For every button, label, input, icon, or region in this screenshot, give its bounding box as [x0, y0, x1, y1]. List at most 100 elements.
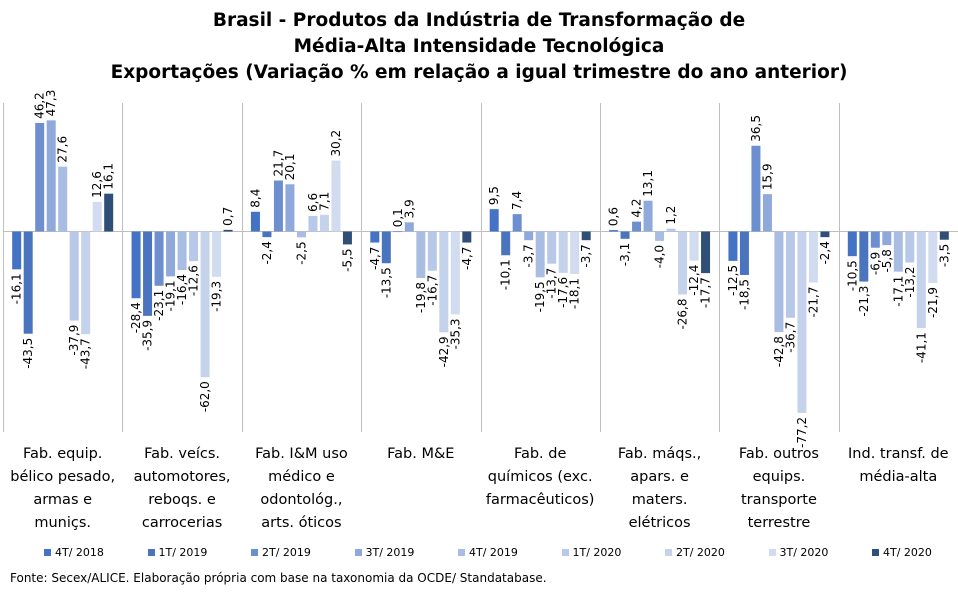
data-label: -12,4	[687, 265, 701, 296]
legend-item: 4T/ 2020	[872, 543, 932, 561]
data-label: -41,1	[914, 332, 928, 363]
bar	[370, 231, 380, 243]
data-label: 46,2	[33, 92, 47, 119]
bar	[620, 231, 630, 239]
bar	[81, 231, 91, 335]
bar	[609, 230, 619, 232]
bar	[189, 231, 199, 262]
data-label: 36,5	[749, 115, 763, 142]
data-label: -19,5	[533, 281, 547, 312]
data-label: 20,1	[283, 154, 297, 181]
data-label: -2,4	[818, 241, 832, 264]
data-label: -16,7	[425, 275, 439, 306]
data-label: -2,4	[260, 241, 274, 264]
data-label: -18,1	[568, 278, 582, 309]
category-label: químicos (exc.	[488, 469, 593, 485]
legend-item: 4T/ 2019	[458, 543, 518, 561]
bar	[689, 231, 699, 261]
category-label: muniçs.	[34, 515, 91, 531]
data-label: -12,6	[187, 265, 201, 296]
category-label: apars. e	[630, 469, 689, 485]
bar	[404, 222, 414, 232]
category-label: elétricos	[629, 515, 691, 531]
bar	[820, 231, 830, 238]
data-label: -21,3	[857, 286, 871, 317]
data-label: -3,1	[618, 243, 632, 266]
legend-label: 4T/ 2018	[55, 545, 104, 559]
data-label: -26,8	[676, 298, 690, 329]
data-label: 0,1	[391, 208, 405, 227]
bar	[489, 209, 499, 232]
data-label: -17,6	[556, 277, 570, 308]
data-label: -4,0	[653, 245, 667, 268]
data-label: 7,1	[317, 192, 331, 211]
category-label: Ind. transf. de	[848, 446, 949, 462]
bar	[558, 231, 568, 273]
data-label: -42,9	[437, 336, 451, 367]
bar	[319, 214, 329, 232]
legend-label: 2T/ 2019	[262, 545, 311, 559]
bar	[524, 231, 534, 241]
legend-item: 1T/ 2019	[147, 543, 207, 561]
bar	[104, 193, 114, 232]
category-label: farmacêuticos)	[486, 492, 595, 508]
bar	[35, 122, 45, 232]
data-label: 0,6	[607, 207, 621, 226]
category-label: Fab. outros	[739, 446, 819, 462]
data-label: -16,4	[175, 274, 189, 305]
chart-title: Brasil - Produtos da Indústria de Transf…	[0, 8, 958, 86]
category-label: Fab. M&E	[387, 446, 454, 462]
bar	[728, 231, 738, 261]
bar	[46, 120, 56, 232]
legend-item: 3T/ 2020	[768, 543, 828, 561]
data-label: -17,1	[891, 276, 905, 307]
category-label: médico e	[268, 469, 335, 485]
data-label: -21,7	[806, 286, 820, 317]
legend-label: 4T/ 2020	[883, 545, 932, 559]
data-label: -18,5	[737, 279, 751, 310]
data-label: -62,0	[198, 381, 212, 412]
legend-label: 1T/ 2020	[572, 545, 622, 559]
data-label: -16,1	[10, 273, 24, 304]
data-label: -5,8	[880, 249, 894, 272]
bar	[751, 145, 761, 232]
legend-label: 3T/ 2019	[365, 545, 415, 559]
data-label: -19,1	[164, 280, 178, 311]
bar	[905, 231, 915, 263]
bar	[939, 231, 949, 240]
bar	[870, 231, 880, 248]
data-label: -77,2	[795, 417, 809, 448]
bar	[69, 231, 79, 321]
category-label: equips.	[753, 469, 806, 485]
legend-swatch	[44, 548, 51, 556]
bar	[808, 231, 818, 283]
bar	[223, 229, 233, 232]
data-label: -19,3	[210, 281, 224, 312]
bar	[535, 231, 545, 278]
legend-item: 4T/ 2018	[44, 543, 104, 561]
bar	[296, 231, 306, 238]
data-label: -3,7	[579, 244, 593, 267]
data-label: 6,6	[306, 193, 320, 212]
data-label: 9,5	[487, 186, 501, 205]
data-label: 8,4	[248, 189, 262, 208]
bar	[859, 231, 869, 282]
data-label: 7,4	[510, 191, 524, 210]
bar	[381, 231, 391, 264]
chart-title-line-2: Média-Alta Intensidade Tecnológica	[293, 36, 665, 57]
bar	[23, 231, 33, 334]
category-label: Fab. I&M uso	[255, 446, 348, 462]
bar	[570, 231, 580, 275]
bar	[166, 231, 176, 277]
bar	[581, 231, 591, 241]
data-label: -23,1	[152, 290, 166, 321]
bar	[893, 231, 903, 272]
legend-swatch	[458, 548, 465, 556]
bar	[701, 231, 711, 274]
data-label: -4,7	[460, 247, 474, 270]
bar	[393, 231, 403, 233]
legend-item: 1T/ 2020	[561, 543, 622, 561]
category-label: arts. óticos	[261, 515, 341, 531]
data-label: -21,9	[926, 287, 940, 318]
data-label: -43,7	[79, 338, 93, 369]
